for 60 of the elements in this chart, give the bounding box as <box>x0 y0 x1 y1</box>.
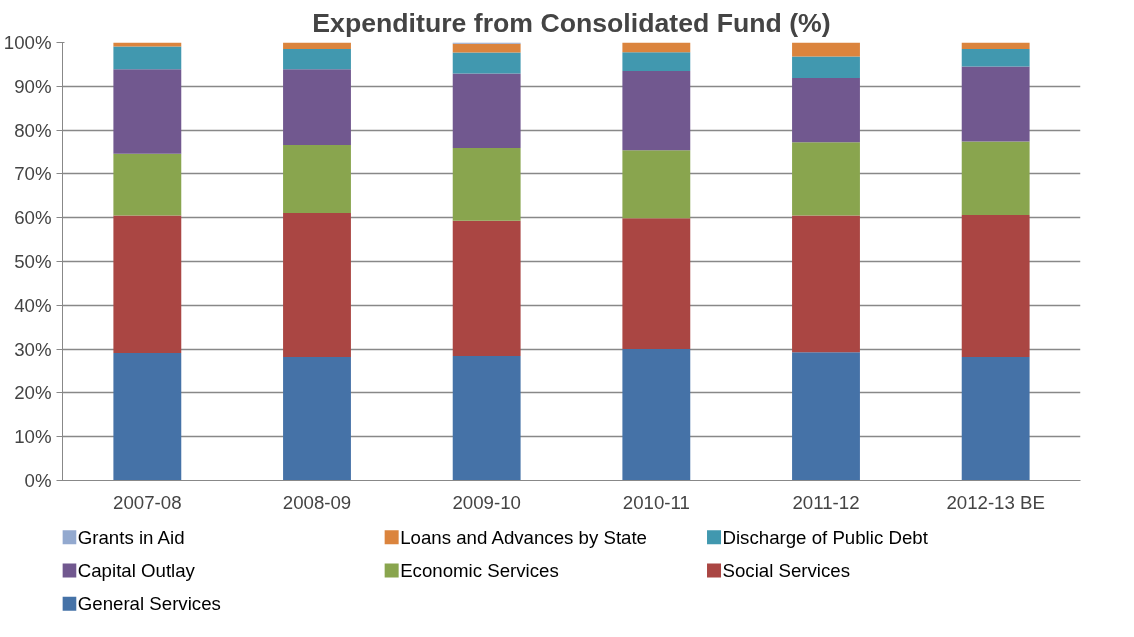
bar <box>622 150 691 219</box>
chart-title: Expenditure from Consolidated Fund (%) <box>312 7 831 38</box>
bar <box>622 52 691 71</box>
bar <box>452 52 521 74</box>
legend-label: Discharge of Public Debt <box>722 526 929 548</box>
bar <box>283 69 351 145</box>
bar <box>792 352 860 481</box>
bar <box>961 49 1030 67</box>
bar <box>113 153 182 216</box>
legend-label: Economic Services <box>400 560 559 581</box>
x-tick-label: 2012-13 BE <box>946 491 1045 513</box>
legend-label: Capital Outlay <box>77 560 196 581</box>
bar <box>961 356 1030 481</box>
y-tick-label: 40% <box>14 294 52 316</box>
bar <box>452 148 521 221</box>
x-tick-label: 2007-08 <box>113 491 182 513</box>
bar <box>452 220 521 357</box>
y-tick-label: 0% <box>24 470 52 491</box>
legend-label: General Services <box>77 593 221 615</box>
x-tick-label: 2009-10 <box>452 491 521 513</box>
x-tick-label: 2008-09 <box>282 491 352 513</box>
y-tick-label: 20% <box>14 382 52 404</box>
y-tick-label: 100% <box>3 32 52 53</box>
y-tick-label: 80% <box>14 119 52 141</box>
bar <box>113 69 182 154</box>
legend-label: Loans and Advances by State <box>400 526 647 548</box>
bar <box>792 215 860 353</box>
y-tick-label: 10% <box>14 426 52 448</box>
bar <box>792 42 860 57</box>
bar <box>452 73 521 149</box>
bar <box>961 42 1030 50</box>
bar <box>622 42 691 53</box>
legend-label: Social Services <box>722 560 851 581</box>
bar <box>792 56 860 78</box>
y-tick-label: 70% <box>14 163 52 185</box>
y-tick-label: 30% <box>14 338 52 360</box>
bar <box>792 77 860 143</box>
bar <box>283 212 351 357</box>
bar <box>283 42 351 50</box>
y-tick-label: 50% <box>14 251 52 272</box>
x-tick-label: 2010-11 <box>622 491 690 513</box>
bar <box>622 218 691 350</box>
bar <box>961 66 1030 142</box>
legend-label: Grants in Aid <box>77 526 185 548</box>
bar <box>961 215 1030 357</box>
bar <box>283 144 351 213</box>
bar <box>452 43 521 53</box>
bar <box>961 141 1030 216</box>
x-tick-label: 2011-12 <box>792 491 860 513</box>
y-tick-label: 60% <box>14 207 52 229</box>
bar <box>622 70 691 151</box>
bar <box>113 215 182 354</box>
bar <box>622 349 691 481</box>
bar <box>792 142 860 216</box>
bar <box>452 356 521 481</box>
bar <box>283 49 351 70</box>
y-tick-label: 90% <box>14 75 52 97</box>
bar <box>113 46 182 70</box>
bar <box>283 356 351 481</box>
bar <box>113 353 182 481</box>
